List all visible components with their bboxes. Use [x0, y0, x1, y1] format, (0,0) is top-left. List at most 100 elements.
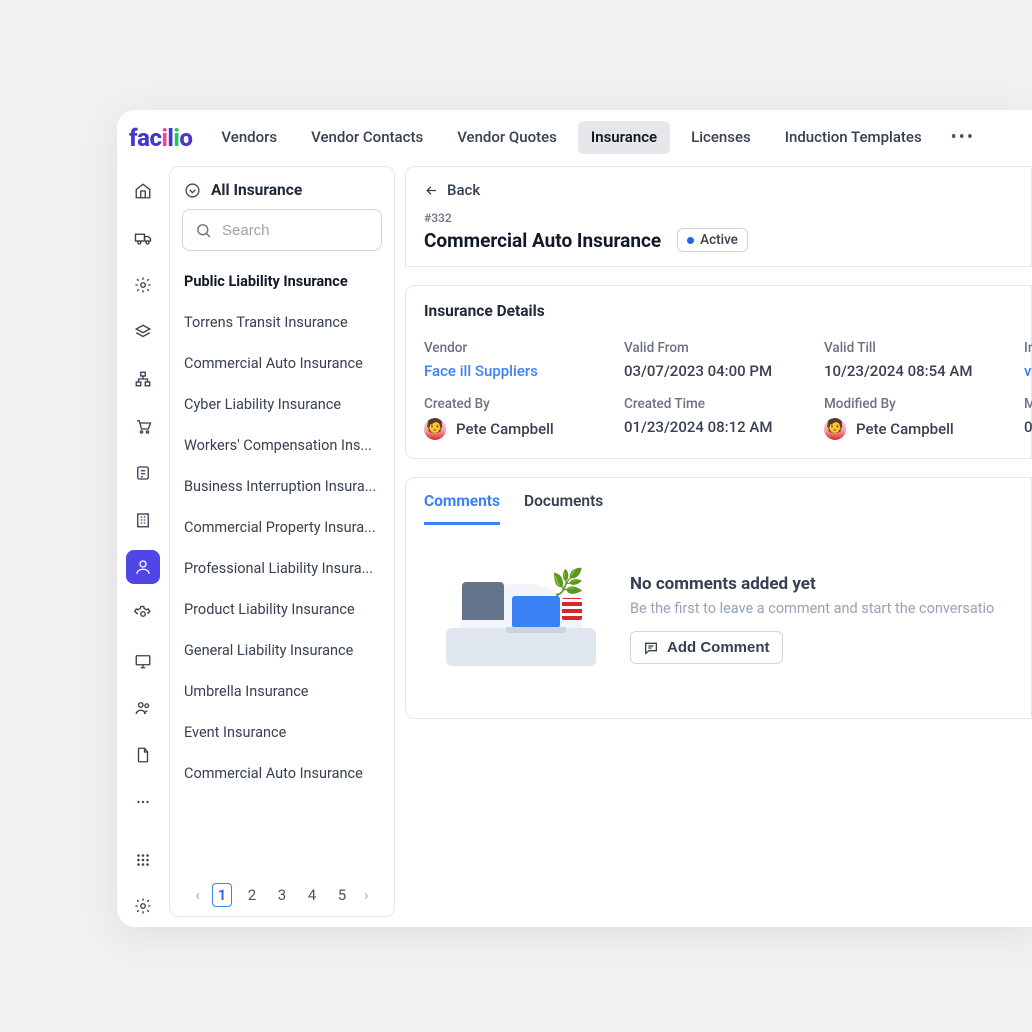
valid-till-value: 10/23/2024 08:54 AM [824, 362, 1024, 380]
list-note-icon[interactable] [126, 456, 160, 490]
tabs-card: Comments Documents 🌿 No comments added y… [405, 477, 1032, 719]
pager-page[interactable]: 5 [332, 883, 352, 907]
list-item[interactable]: General Liability Insurance [176, 630, 388, 671]
record-title: Commercial Auto Insurance [424, 229, 661, 252]
chevron-circle-icon [184, 182, 201, 199]
layers-icon[interactable] [126, 315, 160, 349]
nav-tabs: Vendors Vendor Contacts Vendor Quotes In… [208, 121, 982, 154]
search-icon [195, 222, 212, 239]
list-item[interactable]: Commercial Auto Insurance [176, 753, 388, 794]
nav-tab-induction-templates[interactable]: Induction Templates [772, 121, 935, 154]
list-items: Public Liability Insurance Torrens Trans… [170, 261, 394, 872]
status-badge: Active [677, 228, 748, 252]
modified-time-value: 01 [1024, 418, 1032, 436]
body: All Insurance Public Liability Insurance… [117, 166, 1032, 927]
created-by-value: Pete Campbell [456, 420, 554, 438]
tab-documents[interactable]: Documents [524, 492, 603, 525]
more-h-icon[interactable] [126, 785, 160, 819]
list-item[interactable]: Event Insurance [176, 712, 388, 753]
search-input[interactable] [222, 222, 369, 239]
nav-tab-vendors[interactable]: Vendors [208, 121, 290, 154]
section-title: Insurance Details [406, 286, 1031, 326]
list-item[interactable]: Torrens Transit Insurance [176, 302, 388, 343]
list-item[interactable]: Workers' Compensation Ins... [176, 425, 388, 466]
pager-prev-icon[interactable]: ‹ [193, 886, 202, 904]
list-item[interactable]: Professional Liability Insura... [176, 548, 388, 589]
home-icon[interactable] [126, 174, 160, 208]
empty-illustration: 🌿 [436, 564, 606, 674]
tabs-row: Comments Documents [406, 478, 1031, 526]
logo: facilio [129, 124, 198, 152]
arrow-left-icon [424, 183, 439, 198]
settings-sm-icon[interactable] [126, 597, 160, 631]
truck-icon[interactable] [126, 221, 160, 255]
pager-next-icon[interactable]: › [362, 886, 371, 904]
insured-link[interactable]: ve [1024, 362, 1032, 380]
nav-tab-insurance[interactable]: Insurance [578, 121, 670, 154]
list-header[interactable]: All Insurance [170, 167, 394, 209]
list-item[interactable]: Umbrella Insurance [176, 671, 388, 712]
pager-page[interactable]: 3 [272, 883, 292, 907]
pager-page[interactable]: 4 [302, 883, 322, 907]
rail-bottom [117, 843, 169, 923]
field-label: Mo [1024, 396, 1032, 412]
list-panel: All Insurance Public Liability Insurance… [169, 166, 395, 917]
list-item[interactable]: Product Liability Insurance [176, 589, 388, 630]
comment-icon [643, 640, 659, 656]
list-title: All Insurance [211, 181, 302, 199]
list-item[interactable]: Cyber Liability Insurance [176, 384, 388, 425]
header: facilio Vendors Vendor Contacts Vendor Q… [117, 110, 1032, 166]
people-icon[interactable] [126, 691, 160, 725]
empty-subtitle: Be the first to leave a comment and star… [630, 600, 1013, 617]
cart-icon[interactable] [126, 409, 160, 443]
field-label: Modified By [824, 396, 1024, 412]
field-label: Created Time [624, 396, 824, 412]
nav-tab-vendor-quotes[interactable]: Vendor Quotes [444, 121, 570, 154]
list-item[interactable]: Commercial Property Insura... [176, 507, 388, 548]
add-comment-label: Add Comment [667, 639, 770, 656]
modified-by-value: Pete Campbell [856, 420, 954, 438]
tab-comments[interactable]: Comments [424, 492, 500, 525]
monitor-icon[interactable] [126, 644, 160, 678]
valid-from-value: 03/07/2023 04:00 PM [624, 362, 824, 380]
nav-tab-licenses[interactable]: Licenses [678, 121, 764, 154]
empty-title: No comments added yet [630, 574, 1013, 594]
avatar: 🧑 [424, 418, 446, 440]
field-label: Valid Till [824, 340, 1024, 356]
page-icon[interactable] [126, 738, 160, 772]
app-window: facilio Vendors Vendor Contacts Vendor Q… [117, 110, 1032, 927]
sitemap-icon[interactable] [126, 362, 160, 396]
status-text: Active [700, 232, 738, 248]
gear-nav-icon[interactable] [126, 268, 160, 302]
nav-more-icon[interactable]: ••• [943, 121, 983, 154]
apps-grid-icon[interactable] [126, 843, 160, 877]
search-box[interactable] [182, 209, 382, 251]
detail-panel: Back #332 Commercial Auto Insurance Acti… [395, 166, 1032, 927]
back-label: Back [447, 181, 480, 199]
pager-page[interactable]: 2 [242, 883, 262, 907]
avatar: 🧑 [824, 418, 846, 440]
record-id: #332 [424, 211, 1013, 225]
field-label: Created By [424, 396, 624, 412]
field-label: Vendor [424, 340, 624, 356]
vendor-link[interactable]: Face ill Suppliers [424, 362, 624, 380]
field-label: Ins [1024, 340, 1032, 356]
list-item[interactable]: Commercial Auto Insurance [176, 343, 388, 384]
back-button[interactable]: Back [424, 181, 1013, 199]
pager-page[interactable]: 1 [212, 883, 232, 907]
gear-icon[interactable] [126, 889, 160, 923]
detail-header-card: Back #332 Commercial Auto Insurance Acti… [405, 166, 1032, 267]
pagination: ‹ 1 2 3 4 5 › [170, 872, 394, 916]
list-item[interactable]: Public Liability Insurance [176, 261, 388, 302]
building-icon[interactable] [126, 503, 160, 537]
status-dot-icon [687, 237, 694, 244]
nav-tab-vendor-contacts[interactable]: Vendor Contacts [298, 121, 436, 154]
details-grid: Vendor Face ill Suppliers Created By 🧑 P… [406, 326, 1031, 458]
add-comment-button[interactable]: Add Comment [630, 631, 783, 664]
comments-empty-state: 🌿 No comments added yet Be the first to … [406, 526, 1031, 718]
search-wrap [170, 209, 394, 261]
list-item[interactable]: Business Interruption Insura... [176, 466, 388, 507]
left-rail [117, 166, 169, 927]
field-label: Valid From [624, 340, 824, 356]
person-icon[interactable] [126, 550, 160, 584]
